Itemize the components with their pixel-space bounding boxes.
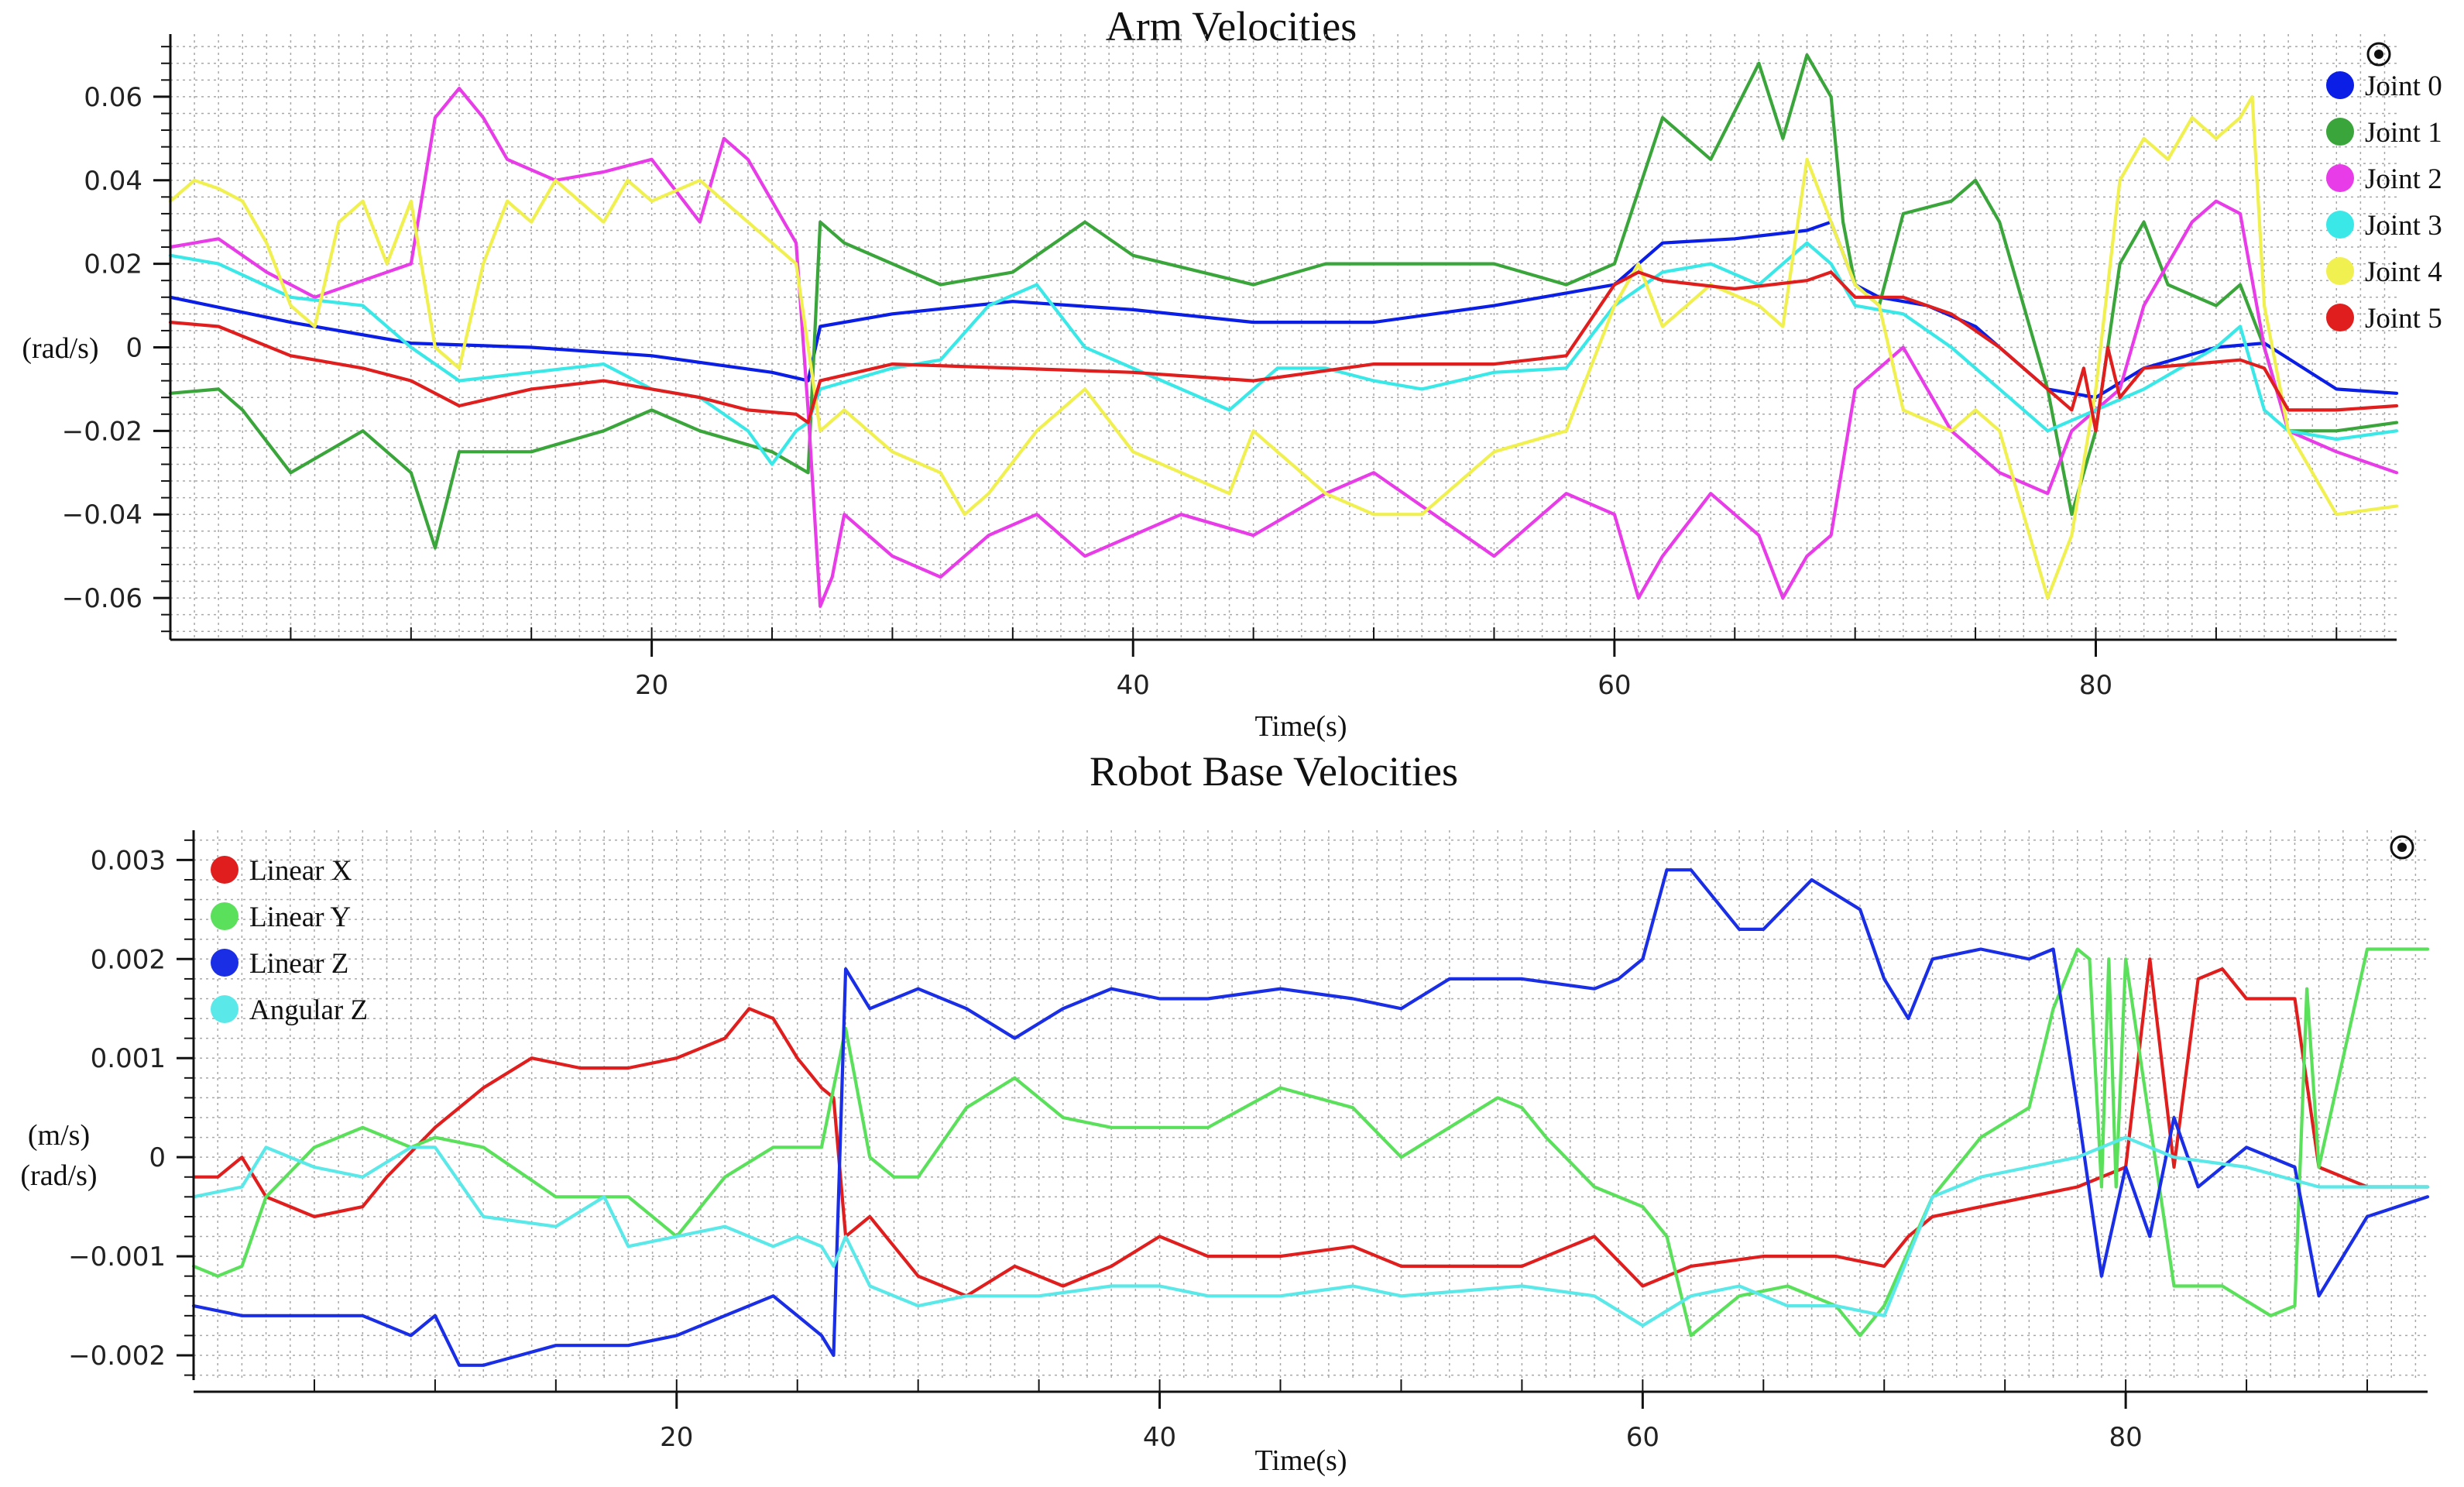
y-tick-label: −0.06 — [62, 583, 142, 614]
legend-swatch — [211, 856, 239, 884]
series-line-angular-z — [191, 1135, 2430, 1327]
legend-item-joint-5[interactable]: Joint 5 — [2326, 303, 2442, 335]
x-tick-label: 60 — [1626, 1422, 1659, 1453]
legend-swatch — [2326, 257, 2354, 285]
x-tick-label: 80 — [2079, 670, 2112, 701]
y-tick-label: −0.001 — [68, 1241, 166, 1272]
legend-swatch — [2326, 211, 2354, 239]
x-tick-label: 60 — [1597, 670, 1631, 701]
legend-label: Joint 1 — [2365, 117, 2442, 149]
arm-velocities-chart: Arm Velocities −0.06 −0.04 −0.02 0.02 0.04 0.… — [22, 3, 2442, 743]
y-tick-label: −0.002 — [68, 1341, 166, 1372]
legend-item-angular-z[interactable]: Angular Z — [211, 994, 368, 1026]
legend-label: Joint 4 — [2365, 256, 2442, 288]
legend-label: Linear Y — [249, 901, 351, 933]
series-line-joint-5 — [168, 270, 2399, 433]
base-chart-menu-icon[interactable] — [2390, 835, 2414, 860]
y-tick-label: 0.001 — [91, 1043, 166, 1074]
legend-label: Joint 5 — [2365, 303, 2442, 335]
legend-item-linear-y[interactable]: Linear Y — [211, 901, 351, 933]
legend-swatch — [2326, 71, 2354, 99]
legend-item-linear-x[interactable]: Linear X — [211, 855, 352, 887]
legend-item-joint-2[interactable]: Joint 2 — [2326, 163, 2442, 195]
legend-item-joint-4[interactable]: Joint 4 — [2326, 256, 2442, 288]
legend-label: Joint 2 — [2365, 163, 2442, 195]
series-line-linear-y — [191, 947, 2430, 1338]
legend-swatch — [211, 949, 239, 977]
arm-chart-title: Arm Velocities — [1106, 3, 1357, 50]
robot-base-velocities-chart: Robot Base Velocities −0.002 −0.001 0.001 0… — [20, 748, 2430, 1477]
arm-chart-xlabel: Time(s) — [1255, 710, 1347, 743]
legend-label: Joint 3 — [2365, 210, 2442, 242]
legend-label: Joint 0 — [2365, 70, 2442, 102]
arm-chart-ylabel: (rad/s) — [22, 332, 98, 365]
base-chart-xlabel: Time(s) — [1255, 1444, 1347, 1477]
legend-label: Linear Z — [249, 948, 348, 980]
legend-item-joint-1[interactable]: Joint 1 — [2326, 117, 2442, 149]
series-line-joint-0 — [168, 220, 2399, 400]
legend-swatch — [2326, 164, 2354, 192]
series-line-joint-2 — [168, 87, 2399, 608]
series-line-joint-4 — [168, 94, 2399, 600]
legend-swatch — [211, 995, 239, 1023]
base-chart-ylabel: (m/s) — [28, 1119, 90, 1152]
x-tick-label: 80 — [2109, 1422, 2143, 1453]
x-tick-label: 20 — [635, 670, 668, 701]
y-tick-label: 0.02 — [84, 249, 142, 280]
legend-label: Angular Z — [249, 994, 368, 1026]
y-tick-label: 0.002 — [91, 944, 166, 975]
x-tick-label: 40 — [1143, 1422, 1176, 1453]
legend-item-joint-3[interactable]: Joint 3 — [2326, 210, 2442, 242]
arm-chart-menu-icon[interactable] — [2366, 42, 2391, 67]
x-tick-label: 20 — [660, 1422, 693, 1453]
base-chart-title: Robot Base Velocities — [1090, 748, 1458, 795]
legend-swatch — [2326, 118, 2354, 146]
series-line-linear-z — [191, 868, 2430, 1367]
y-tick-label: 0.04 — [84, 166, 142, 197]
legend-item-linear-z[interactable]: Linear Z — [211, 948, 348, 980]
y-tick-label: 0.06 — [84, 82, 142, 113]
y-tick-label: 0.003 — [91, 845, 166, 876]
y-tick-label: 0 — [125, 332, 142, 363]
y-tick-label: −0.02 — [62, 416, 142, 447]
series-line-joint-1 — [168, 53, 2399, 550]
y-tick-label: 0 — [149, 1142, 166, 1173]
legend-swatch — [2326, 304, 2354, 331]
legend-item-joint-0[interactable]: Joint 0 — [2326, 70, 2442, 102]
series-line-linear-x — [191, 957, 2430, 1298]
y-tick-label: −0.04 — [62, 500, 142, 531]
base-chart-ylabel2: (rad/s) — [20, 1159, 97, 1192]
x-tick-label: 40 — [1117, 670, 1150, 701]
legend-swatch — [211, 902, 239, 930]
legend-label: Linear X — [249, 855, 352, 887]
